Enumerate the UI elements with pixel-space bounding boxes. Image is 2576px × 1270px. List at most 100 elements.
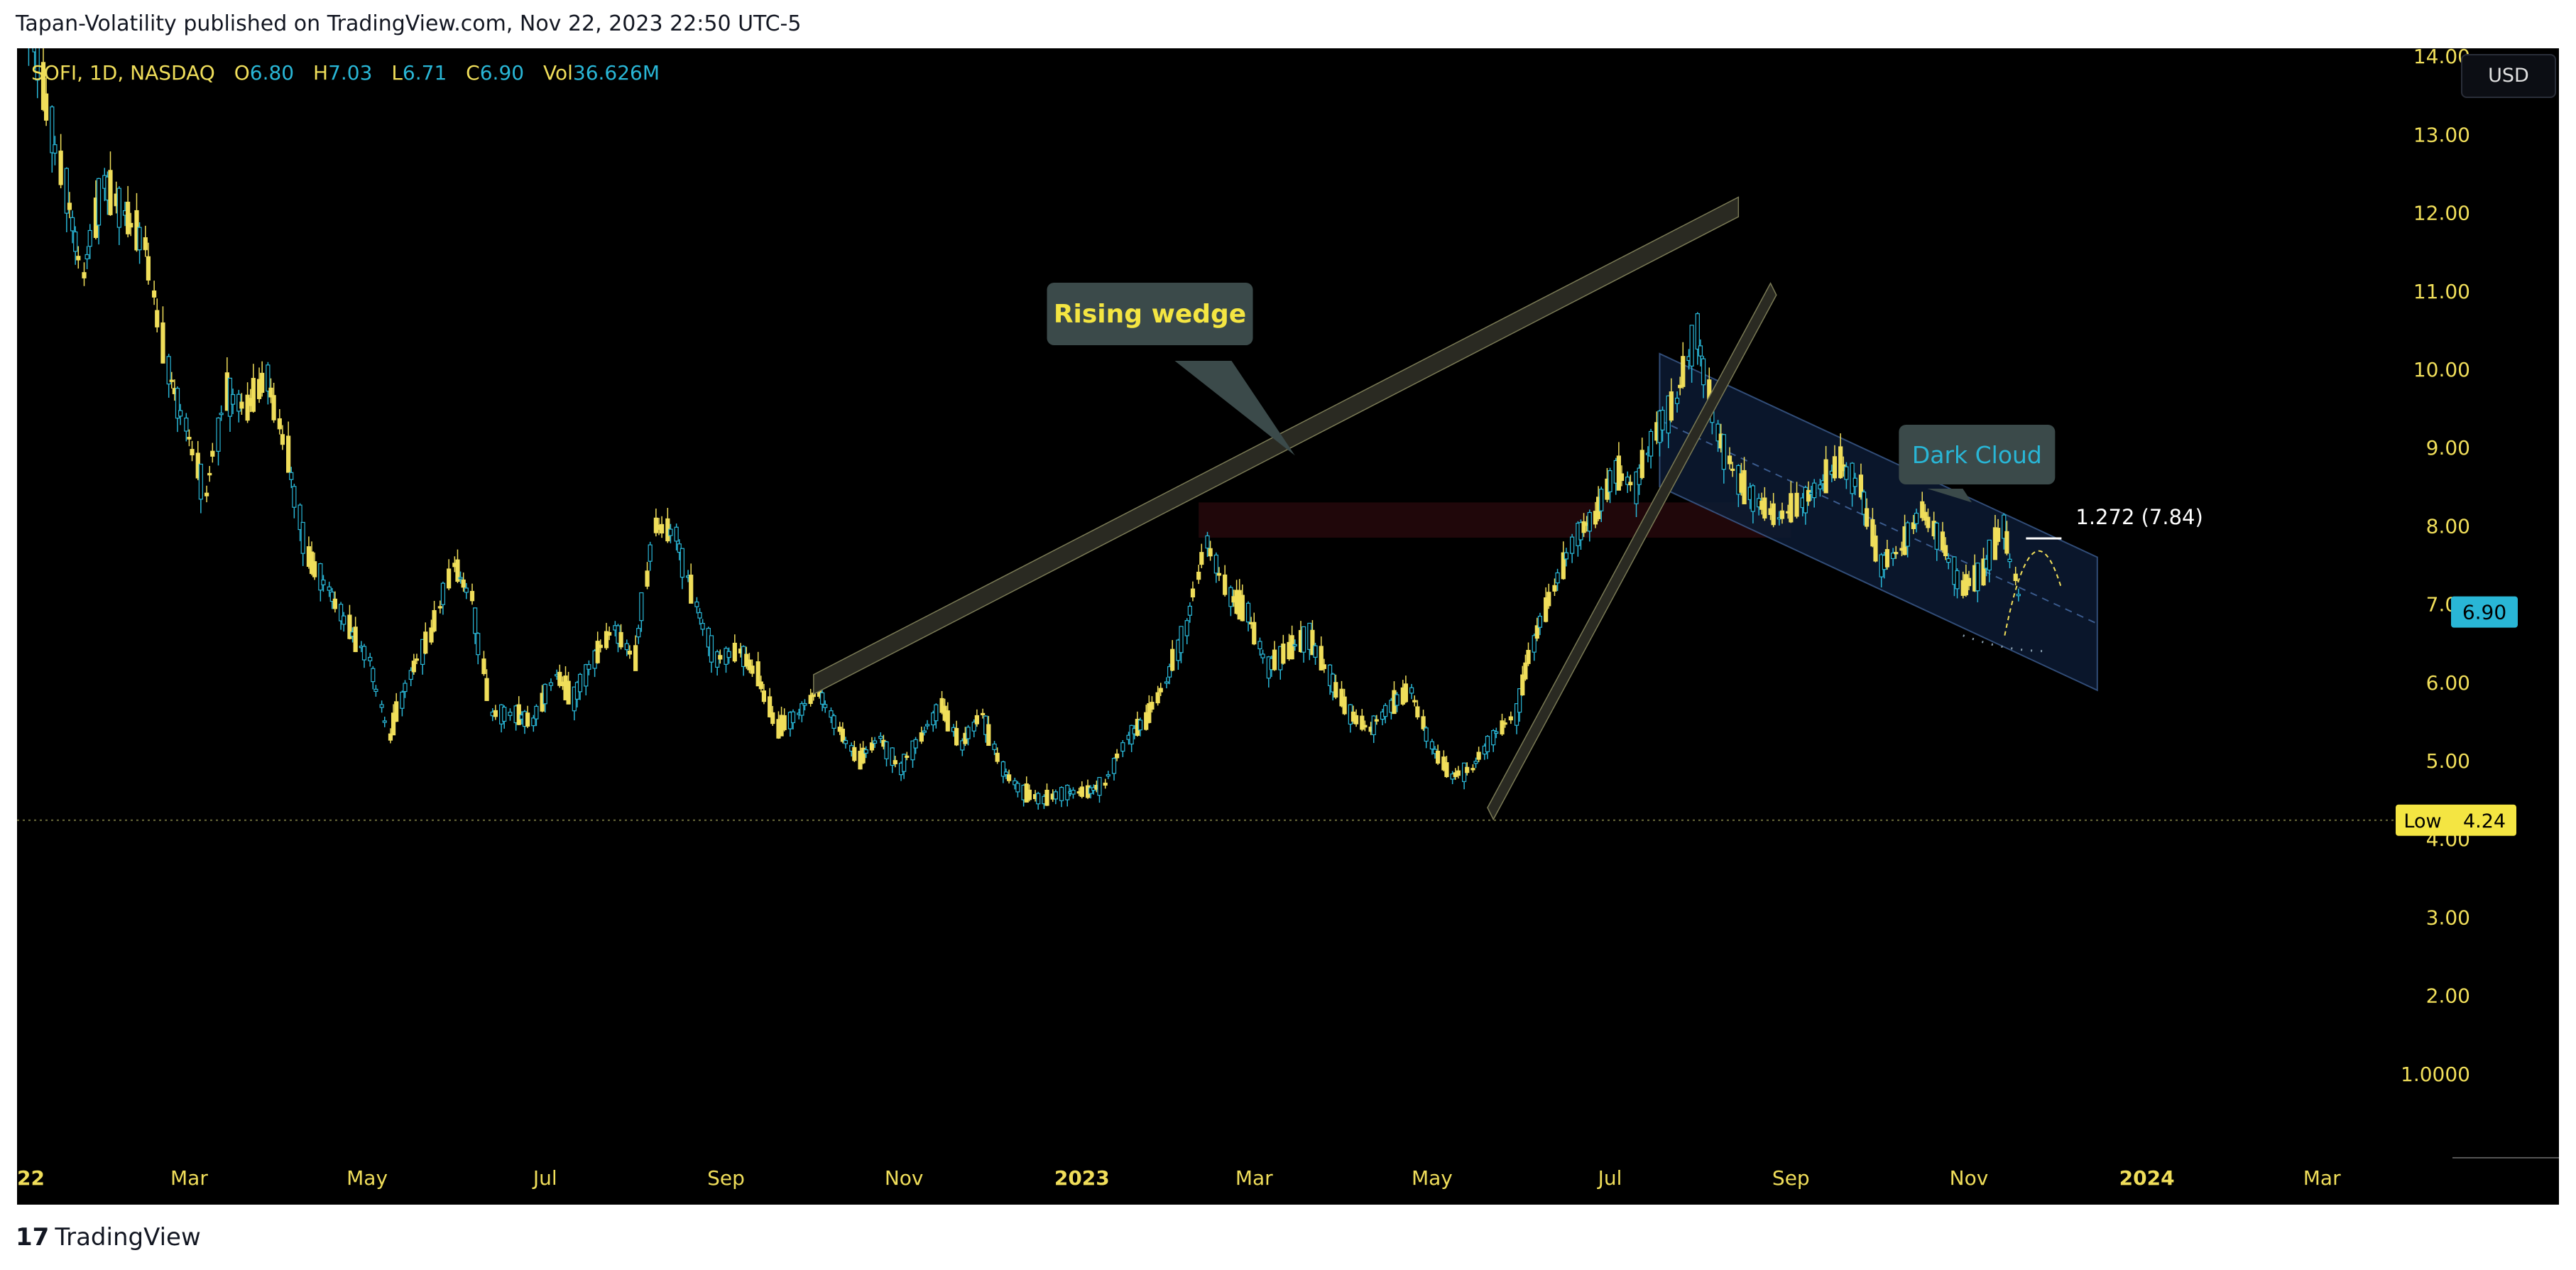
candle-body	[2007, 558, 2012, 563]
candle-body	[129, 222, 133, 228]
candle-body	[1508, 716, 1513, 721]
candle-body	[84, 254, 89, 260]
candle-body	[1205, 535, 1210, 549]
y-tick-label: 14.00	[2413, 48, 2470, 68]
candle-body	[1421, 716, 1426, 729]
x-tick-label: Jul	[532, 1166, 557, 1190]
brand-text: TradingView	[55, 1223, 201, 1252]
candle-body	[1342, 696, 1347, 715]
candle-body	[1616, 455, 1621, 491]
chart-area[interactable]: Rising wedge Dark Cloud 1.272 (7.84) 14.00…	[17, 48, 2559, 1205]
candle-body	[1415, 706, 1420, 717]
y-tick-label: 6.00	[2426, 671, 2470, 695]
candle-body	[1079, 786, 1084, 797]
candle-body	[1818, 484, 1823, 489]
candle-body	[1424, 727, 1429, 742]
tradingview-brand[interactable]: 17 TradingView	[16, 1223, 207, 1252]
candle-body	[604, 631, 609, 648]
candle-body	[166, 356, 171, 385]
rising-wedge-callout	[1047, 283, 1253, 345]
candle-body	[618, 631, 623, 648]
candle-body	[1027, 789, 1032, 800]
channel-midline	[1659, 419, 2098, 625]
legend-symbol: SOFI, 1D, NASDAQ	[31, 61, 215, 85]
legend-vol-value: 36.626M	[572, 61, 660, 85]
candle-body	[1470, 768, 1475, 771]
candle-body	[986, 724, 991, 747]
candle-body	[823, 704, 828, 708]
currency-button[interactable]: USD	[2461, 54, 2556, 98]
candle-body	[1625, 477, 1630, 485]
candle-body	[1120, 742, 1125, 752]
candle-body	[1966, 577, 1972, 587]
candle-body	[1155, 692, 1160, 704]
price-chart[interactable]: Rising wedge Dark Cloud 1.272 (7.84) 14.00…	[17, 48, 2559, 1205]
candle-body	[1555, 572, 1560, 584]
candle-body	[1742, 470, 1747, 504]
candle-body	[1698, 345, 1703, 357]
candle-body	[648, 544, 653, 562]
candle-body	[1858, 474, 1864, 498]
x-tick-label: Jul	[1597, 1166, 1622, 1190]
candle-body	[1301, 626, 1306, 653]
candle-body	[1036, 793, 1041, 805]
candle-body	[1628, 482, 1633, 486]
candle-body	[1570, 536, 1575, 554]
candle-body	[1750, 485, 1756, 512]
candle-body	[455, 559, 460, 582]
candle-body	[137, 227, 142, 251]
candle-body	[1190, 588, 1196, 598]
candle-body	[566, 680, 571, 705]
candle-body	[1137, 720, 1143, 731]
fib-label: 1.272 (7.84)	[2075, 505, 2203, 529]
candle-body	[35, 48, 40, 81]
wedge-upper-line	[813, 196, 1740, 695]
candle-body	[1473, 761, 1478, 764]
candle-body	[1806, 489, 1811, 502]
candle-body	[531, 717, 536, 727]
candle-body	[400, 691, 405, 709]
dark-cloud-label: Dark Cloud	[1912, 441, 2042, 469]
candle-body	[1943, 545, 1948, 557]
candle-body	[1164, 681, 1169, 684]
y-tick-label: 13.00	[2413, 123, 2470, 146]
dark-cloud-pointer	[1927, 489, 1972, 503]
candle-body	[954, 727, 959, 746]
candle-body	[1981, 558, 1986, 586]
candle-body	[178, 410, 183, 417]
candle-body	[732, 642, 737, 662]
candle-body	[1216, 572, 1222, 576]
candle-body	[1812, 482, 1817, 499]
candle-body	[1494, 731, 1499, 734]
legend-low-value: 6.71	[402, 61, 447, 85]
candle-body	[1333, 682, 1338, 698]
candle-body	[995, 752, 1000, 762]
candle-body	[697, 612, 702, 619]
candle-body	[1537, 615, 1543, 628]
candle-body	[371, 668, 376, 683]
candle-body	[1158, 688, 1163, 693]
candle-body	[1272, 649, 1277, 671]
candle-body	[624, 643, 629, 651]
candle-body	[1771, 503, 1776, 526]
candle-body	[1319, 646, 1324, 671]
candle-body	[266, 364, 271, 392]
candle-body	[1934, 522, 1939, 550]
candle-body	[1240, 595, 1245, 622]
candle-body	[1634, 471, 1639, 504]
candle-body	[945, 710, 950, 732]
candle-body	[429, 627, 434, 643]
candle-body	[1208, 548, 1213, 557]
candle-body	[245, 394, 250, 421]
x-tick-label: Nov	[885, 1166, 924, 1190]
candle-body	[1213, 554, 1218, 574]
candle-body	[1223, 574, 1228, 595]
candle-body	[1167, 666, 1172, 678]
candle-body	[1608, 470, 1612, 492]
projected-path	[2004, 550, 2063, 636]
candle-body	[960, 740, 965, 751]
low-tag-label: Low	[2403, 810, 2441, 832]
candle-body	[1199, 552, 1204, 565]
candle-body	[2013, 573, 2018, 582]
candle-body	[394, 701, 399, 722]
